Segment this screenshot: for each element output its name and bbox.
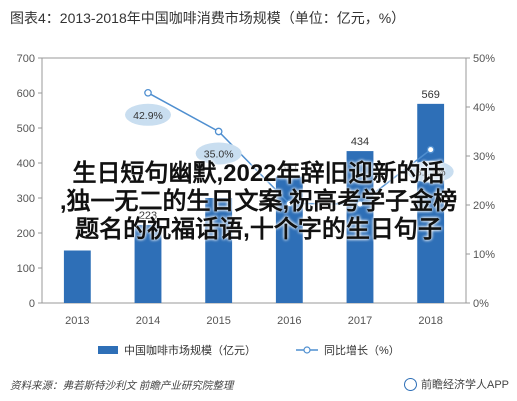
x-tick-label: 2016 [277, 315, 301, 327]
chart-area: 0 100 200 300 400 500 600 700 0% 10% 20% 30% 40% 50% 2… [17, 53, 496, 327]
brand-logo-icon [403, 377, 417, 391]
source-note: 资料来源：弗若斯特沙利文 前瞻产业研究院整理 [10, 380, 234, 392]
line-label-bubble [125, 103, 171, 126]
brand-text: 前瞻经济学人APP [420, 379, 509, 391]
legend-bar-label: 中国咖啡市场规模（亿元） [124, 345, 256, 357]
line-series: 42.9% 35.0% 31.3% [125, 88, 454, 208]
line-label-bubble [407, 160, 454, 183]
line-point [214, 127, 223, 136]
x-tick-label: 2017 [348, 315, 372, 327]
right-tick-label: 20% [473, 200, 495, 212]
legend-item-line: 同比增长（%） [296, 342, 400, 358]
legend-line-label: 同比增长（%） [324, 345, 400, 357]
line-point [356, 200, 364, 208]
overlay-text: 生日短句幽默,2022年辞旧迎新的话 ,独一无二的生日文案,祝高考学子金榜 题名… [6, 160, 511, 244]
right-tick-label: 50% [473, 53, 495, 65]
plot-frame [41, 57, 467, 304]
left-tick-label: 400 [17, 158, 35, 170]
right-tick-label: 30% [473, 151, 495, 163]
right-tick-label: 10% [473, 249, 495, 261]
bar [63, 250, 91, 303]
left-tick-label: 200 [17, 228, 35, 240]
overlay-line-1: 生日短句幽默,2022年辞旧迎新的话 [72, 160, 445, 187]
bar-series: 223 361 434 569 [63, 89, 445, 303]
bar [417, 103, 445, 303]
overlay-line-3: 题名的祝福话语,十个字的生日句子 [75, 216, 442, 243]
x-tick-label: 2018 [418, 315, 442, 327]
bar [134, 224, 162, 303]
line-value-label: 31.3% [416, 167, 446, 179]
chart-title: 图表4：2013-2018年中国咖啡消费市场规模（单位：亿元，%） [10, 10, 406, 26]
x-tick-label: 2014 [136, 315, 160, 327]
left-tick-label: 700 [17, 53, 35, 65]
bar-value-label: 434 [351, 136, 369, 148]
chart-legend: 中国咖啡市场规模（亿元） 同比增长（%） [0, 342, 517, 360]
line-point [426, 145, 435, 154]
line-label-bubble [195, 142, 242, 165]
legend-bar-swatch [98, 346, 118, 354]
bar [346, 151, 374, 303]
line-value-label: 35.0% [204, 149, 234, 161]
left-tick-label: 0 [29, 298, 35, 310]
bar-value-label: 223 [139, 210, 157, 222]
line-point [144, 88, 152, 97]
right-tick-label: 40% [473, 102, 495, 114]
left-tick-label: 500 [17, 123, 35, 135]
overlay-line-2: ,独一无二的生日文案,祝高考学子金榜 [59, 188, 458, 215]
bar [275, 176, 303, 303]
x-tick-label: 2013 [65, 315, 89, 327]
chart-axes: 0 100 200 300 400 500 600 700 0% 10% 20% 30% 40% 50% 2… [17, 53, 496, 327]
legend-line-swatch [296, 345, 318, 355]
left-tick-label: 600 [17, 88, 35, 100]
left-tick-label: 300 [17, 193, 35, 205]
left-tick-label: 100 [17, 263, 35, 275]
bar-value-label: 361 [280, 162, 298, 174]
right-tick-label: 0% [473, 298, 489, 310]
line-point [285, 199, 294, 208]
bar-value-label: 569 [421, 89, 439, 101]
line-value-label: 42.9% [133, 110, 163, 122]
legend-item-bar: 中国咖啡市场规模（亿元） [98, 342, 256, 358]
bar [205, 198, 233, 303]
brand-label: 前瞻经济学人APP [403, 376, 509, 392]
x-tick-label: 2015 [206, 315, 230, 327]
